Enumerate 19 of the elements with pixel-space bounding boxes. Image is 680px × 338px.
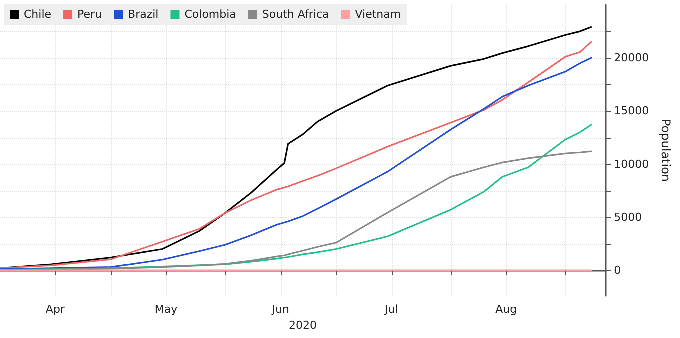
y-axis-title: Population	[659, 118, 673, 182]
x-tick-label: Apr	[46, 303, 66, 316]
x-tick-label: Jun	[271, 303, 290, 316]
legend-label: Brazil	[128, 8, 159, 21]
line-series	[0, 124, 592, 271]
y-tick-label: 20000	[614, 52, 650, 65]
legend-label: South Africa	[262, 8, 330, 21]
legend-label: Chile	[24, 8, 52, 21]
legend-label: Vietnam	[355, 8, 402, 21]
x-tick-label: May	[154, 303, 178, 316]
y-tick-label: 15000	[614, 104, 650, 118]
legend-label: Peru	[78, 8, 102, 21]
x-axis-title: 2020	[289, 319, 318, 332]
y-tick-label: 0	[614, 264, 622, 278]
x-tick-label: Aug	[496, 303, 518, 316]
y-tick-label: 10000	[614, 158, 650, 171]
y-tick-label: 5000	[614, 210, 642, 224]
x-tick-label: Jul	[384, 303, 398, 316]
legend-label: Colombia	[184, 8, 236, 21]
